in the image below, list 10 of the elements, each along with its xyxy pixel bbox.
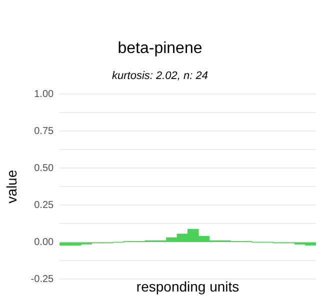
chart-subtitle: kurtosis: 2.02, n: 24 [111, 70, 209, 82]
y-tick-label: 0.75 [34, 126, 54, 137]
chart-title: beta-pinene [116, 40, 204, 58]
y-tick-label: 0.00 [34, 236, 54, 248]
y-tick-label: -0.25 [30, 274, 54, 285]
y-tick-label: 0.25 [34, 200, 54, 211]
x-axis-title: responding units [136, 278, 240, 294]
y-tick-label: 0.50 [34, 162, 54, 174]
y-tick-label: 1.00 [34, 88, 54, 100]
y-axis-title: value [3, 170, 20, 204]
